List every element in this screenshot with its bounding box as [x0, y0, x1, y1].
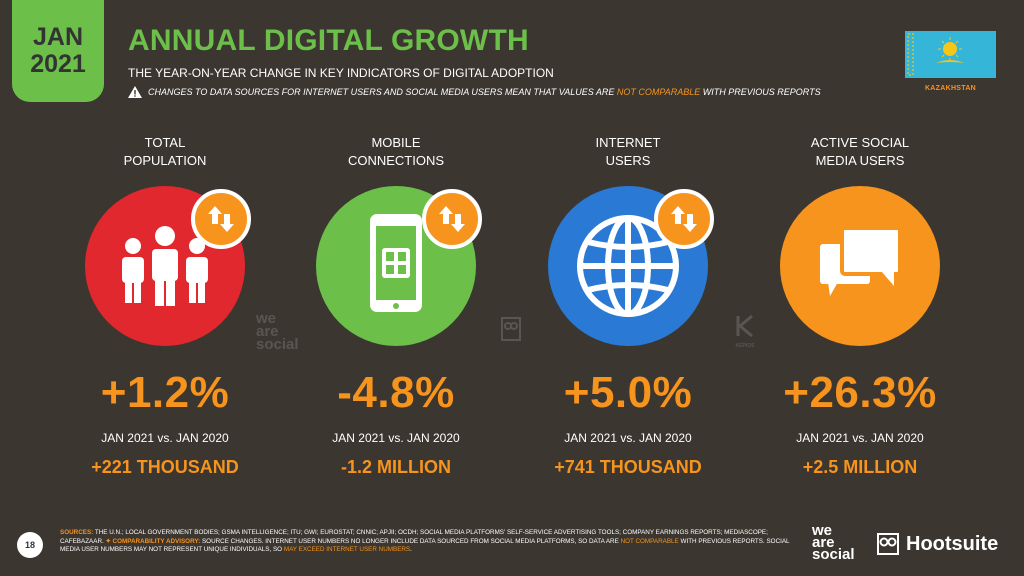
kepios-logo-icon [736, 314, 753, 338]
page-title: ANNUAL DIGITAL GROWTH [128, 24, 529, 57]
internet-absolute-change: +741 THOUSAND [554, 457, 702, 477]
change-arrows-icon [191, 189, 251, 249]
social-change-percent: +26.3% [783, 368, 937, 417]
population-absolute-change: +221 THOUSAND [91, 457, 239, 477]
change-arrows-icon [422, 189, 482, 249]
page-subtitle: THE YEAR-ON-YEAR CHANGE IN KEY INDICATOR… [128, 66, 554, 80]
mobile-comparison: JAN 2021 vs. JAN 2020 [332, 431, 460, 445]
country-label: KAZAKHSTAN [924, 85, 977, 92]
globe-icon [577, 215, 679, 317]
sources-footnote: SOURCES: THE U.N.; LOCAL GOVERNMENT BODI… [60, 529, 790, 554]
chat-bubbles-icon [820, 226, 902, 296]
we-are-social-watermark: we are social [256, 310, 299, 353]
social-absolute-change: +2.5 MILLION [802, 457, 918, 477]
page-number: 18 [17, 532, 43, 558]
warning-icon [128, 86, 142, 98]
we-are-social-logo: we are social [812, 522, 855, 563]
data-warning: CHANGES TO DATA SOURCES FOR INTERNET USE… [128, 86, 821, 98]
change-arrows-icon [654, 189, 714, 249]
population-change-percent: +1.2% [100, 368, 230, 417]
kazakhstan-flag-icon [905, 31, 996, 78]
indicator-label-mobile: MOBILE CONNECTIONS [347, 135, 445, 168]
social-circle [780, 186, 940, 346]
hootsuite-logo: Hootsuite [876, 532, 998, 556]
population-comparison: JAN 2021 vs. JAN 2020 [101, 431, 229, 445]
mobile-sim-icon [370, 214, 422, 312]
indicator-label-internet: INTERNET USERS [595, 135, 661, 168]
people-icon [122, 226, 208, 306]
mobile-absolute-change: -1.2 MILLION [340, 457, 451, 477]
social-comparison: JAN 2021 vs. JAN 2020 [796, 431, 924, 445]
hootsuite-owl-icon [877, 533, 899, 555]
population-circle [85, 186, 245, 346]
internet-comparison: JAN 2021 vs. JAN 2020 [564, 431, 692, 445]
indicator-label-population: TOTAL POPULATION [123, 135, 207, 168]
kepios-watermark: KEPIOS [734, 314, 756, 349]
mobile-change-percent: -4.8% [337, 368, 455, 417]
internet-change-percent: +5.0% [563, 368, 693, 417]
date-badge: JAN 2021 [12, 0, 104, 102]
mobile-circle [316, 186, 476, 346]
date-badge-year: 2021 [30, 50, 86, 78]
warning-highlight: NOT COMPARABLE [616, 87, 701, 97]
warning-text-start: CHANGES TO DATA SOURCES FOR INTERNET USE… [148, 87, 617, 97]
indicator-label-social: ACTIVE SOCIAL MEDIA USERS [810, 135, 910, 168]
warning-text-end: WITH PREVIOUS REPORTS [700, 87, 821, 97]
owl-watermark-icon [499, 315, 523, 348]
date-badge-month: JAN [32, 23, 83, 51]
